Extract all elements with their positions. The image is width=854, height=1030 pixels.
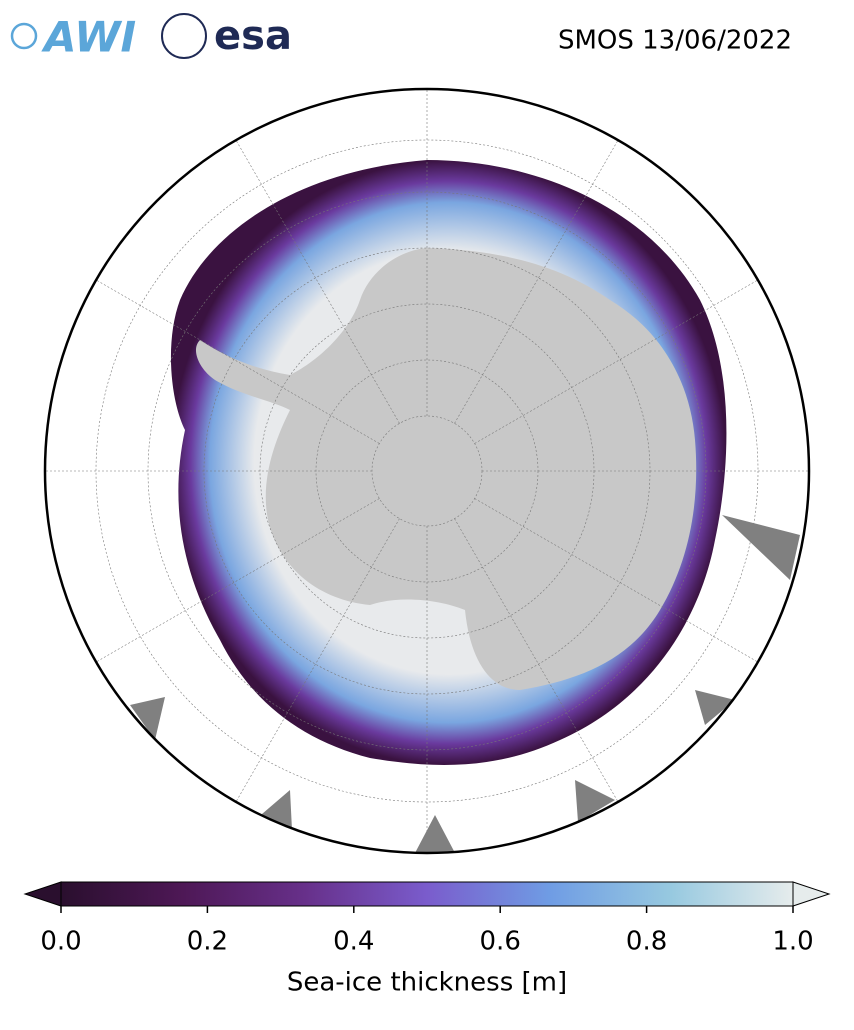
awi-logo: AWI <box>41 13 136 62</box>
tick-label: 0.0 <box>40 927 81 957</box>
tick-label: 1.0 <box>772 927 813 957</box>
logos: AWI esa <box>10 13 292 62</box>
cbar-ext-low <box>23 881 62 907</box>
antarctica <box>195 248 697 690</box>
map-border <box>43 87 811 855</box>
colorbar-label: Sea-ice thickness [m] <box>287 968 567 998</box>
title: SMOS 13/06/2022 <box>558 26 792 56</box>
tick-label: 0.6 <box>480 927 521 957</box>
tick-label: 0.4 <box>333 927 374 957</box>
cbar-ext-high <box>792 881 831 907</box>
map <box>45 89 809 853</box>
tick-label: 0.8 <box>626 927 667 957</box>
tick-label: 0.2 <box>187 927 228 957</box>
cbar-body <box>60 881 794 907</box>
colorbar: 0.0 0.2 0.4 0.6 0.8 1.0 <box>23 881 831 957</box>
esa-emblem <box>161 13 207 59</box>
esa-logo: esa <box>214 13 292 59</box>
awi-globe <box>10 22 38 50</box>
